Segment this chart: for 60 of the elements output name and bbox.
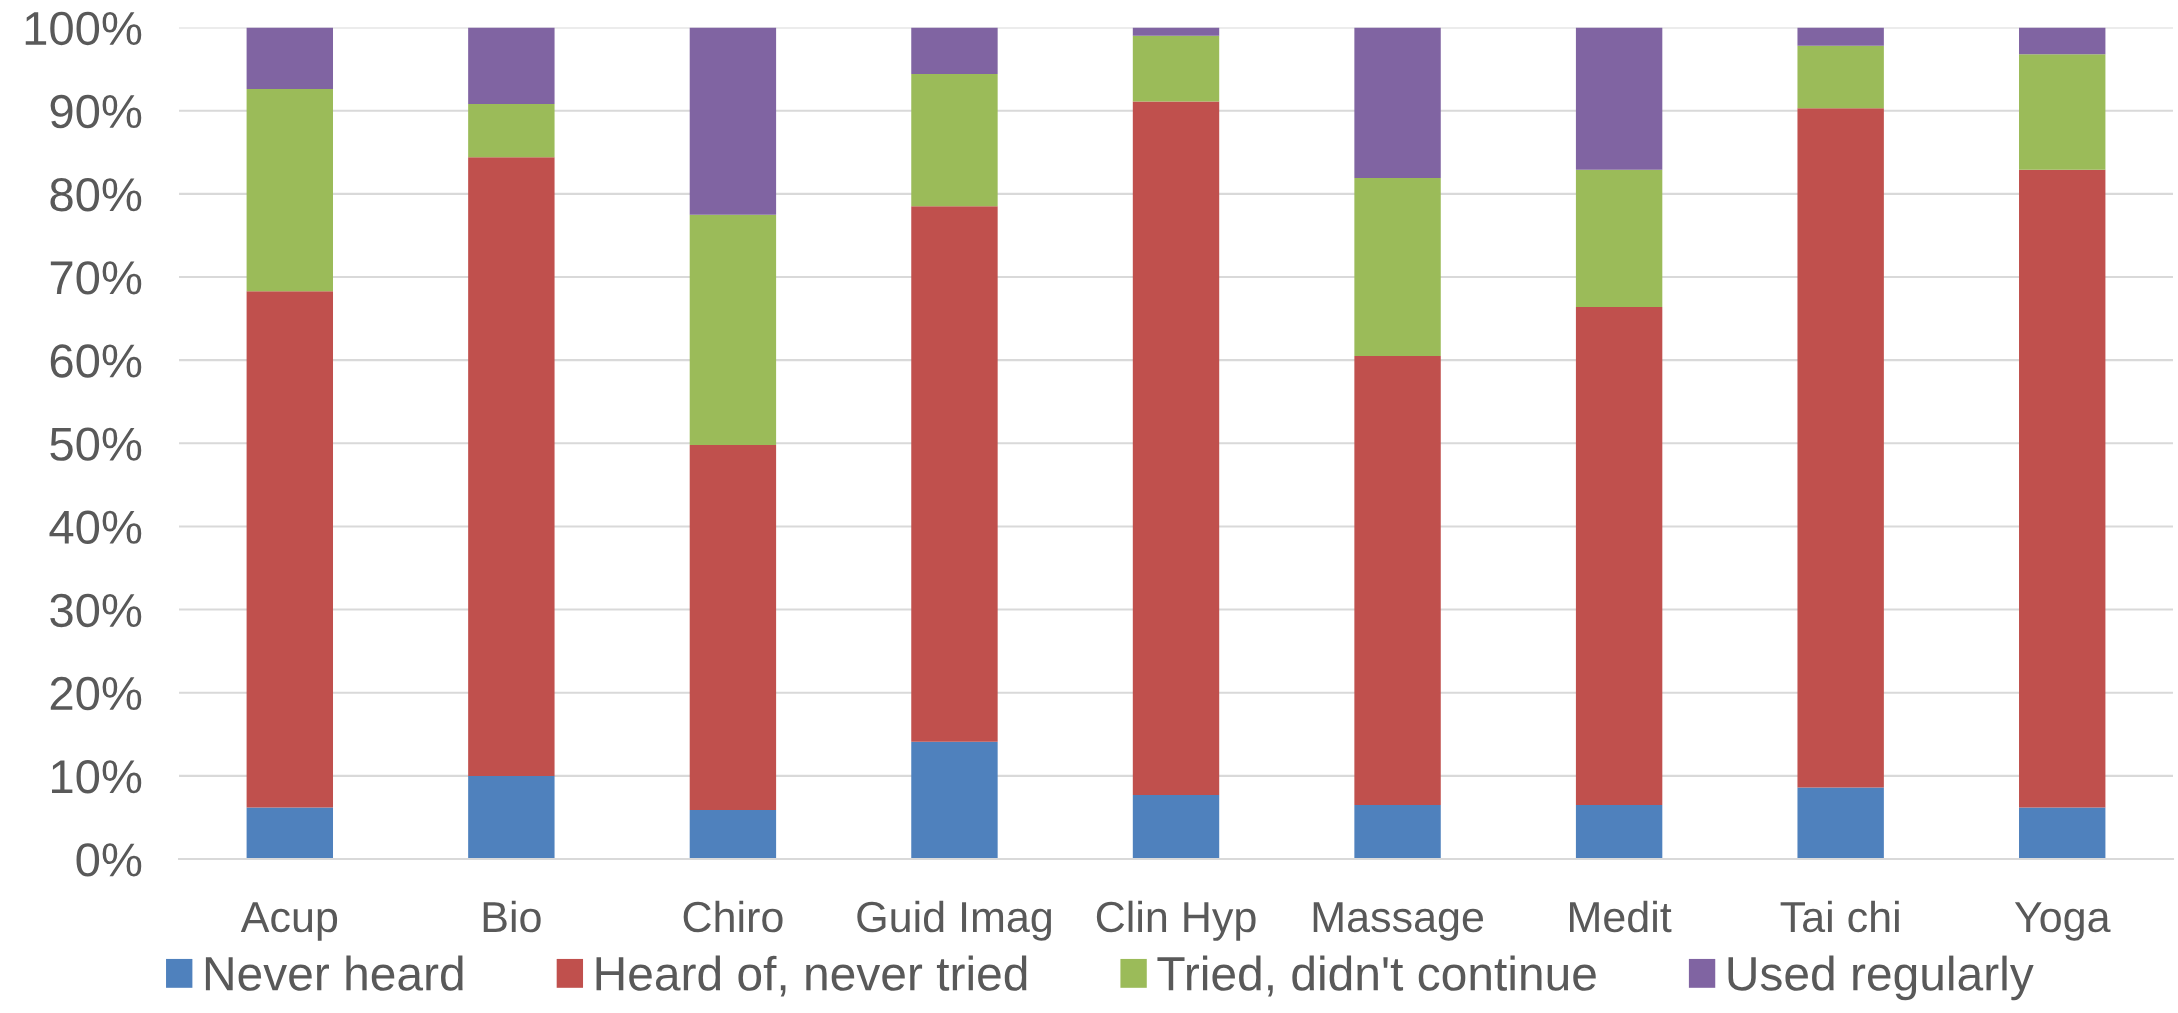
bar (246, 89, 334, 292)
y-tick-label: 30% (50, 593, 142, 628)
y-tick-label: 0% (76, 843, 142, 877)
bar (1575, 27, 1663, 170)
legend-label: Heard of, never tried (596, 955, 1027, 997)
x-tick-label: Bio (483, 900, 541, 933)
bar (911, 27, 998, 75)
legend-label: Never heard (205, 955, 463, 991)
x-tick-label: Chiro (683, 900, 783, 933)
y-tick-label: 20% (50, 676, 142, 711)
bar (2019, 27, 2106, 55)
bar (911, 74, 998, 207)
y-tick-label: 60% (50, 344, 142, 378)
bar (1354, 355, 1441, 805)
bar (911, 741, 998, 860)
bar (689, 214, 777, 445)
y-tick-label: 80% (50, 177, 142, 212)
legend-label: Used regularly (1728, 955, 2034, 1001)
bar (1797, 108, 1884, 788)
bar (246, 807, 334, 860)
x-tick-label: Massage (1313, 902, 1484, 941)
bar (2019, 169, 2106, 808)
x-tick-label: Clin Hyp (1096, 900, 1256, 941)
y-tick-label: 70% (50, 261, 142, 295)
bar (1797, 27, 1884, 46)
bar (1132, 35, 1220, 102)
bar (1354, 27, 1441, 179)
bar (468, 104, 555, 158)
x-tick-label: Guid Imag (857, 900, 1052, 941)
bar (1575, 169, 1663, 307)
bar (1575, 804, 1663, 860)
x-tick-label: Yoga (2014, 902, 2111, 941)
bar (911, 206, 998, 742)
bar (2019, 807, 2106, 860)
bar (1354, 804, 1441, 860)
legend-label: Tried, didn't continue (1157, 955, 1596, 997)
bar (1575, 306, 1663, 805)
bar (1354, 178, 1441, 356)
bar (689, 27, 777, 215)
x-tick-label: Medit (1570, 900, 1672, 933)
bar (1797, 45, 1884, 109)
bar (468, 27, 555, 105)
bar (1132, 27, 1220, 36)
y-tick-label: 90% (50, 94, 142, 129)
y-tick-label: 100% (25, 11, 142, 46)
bar (689, 809, 777, 860)
bar (1132, 101, 1220, 795)
bar (246, 291, 334, 808)
bar (1797, 787, 1884, 860)
x-tick-label: Acup (240, 902, 338, 941)
bar (689, 444, 777, 810)
bar (1132, 795, 1220, 860)
bar (246, 27, 334, 90)
bar (468, 775, 555, 860)
y-tick-label: 50% (50, 427, 142, 461)
y-tick-label: 40% (49, 510, 142, 545)
y-tick-label: 10% (52, 760, 142, 794)
x-tick-label: Tai chi (1780, 900, 1899, 933)
bar (468, 157, 555, 776)
bar (2019, 54, 2106, 170)
